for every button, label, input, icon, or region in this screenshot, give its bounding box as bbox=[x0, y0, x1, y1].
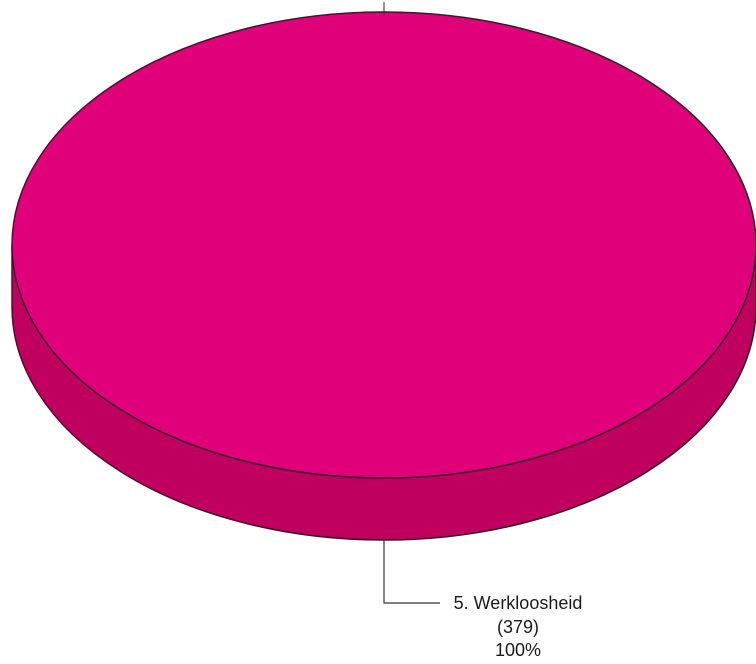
slice-label-name: 5. Werkloosheid bbox=[454, 593, 583, 613]
slice-label-group: 5. Werkloosheid (379) 100% bbox=[383, 540, 583, 660]
pie-group bbox=[11, 2, 756, 541]
slice-label-percent: 100% bbox=[495, 640, 541, 660]
leader-line bbox=[383, 540, 440, 604]
pie-slice-werkloosheid bbox=[11, 11, 756, 479]
slice-label-count: (379) bbox=[497, 617, 539, 637]
